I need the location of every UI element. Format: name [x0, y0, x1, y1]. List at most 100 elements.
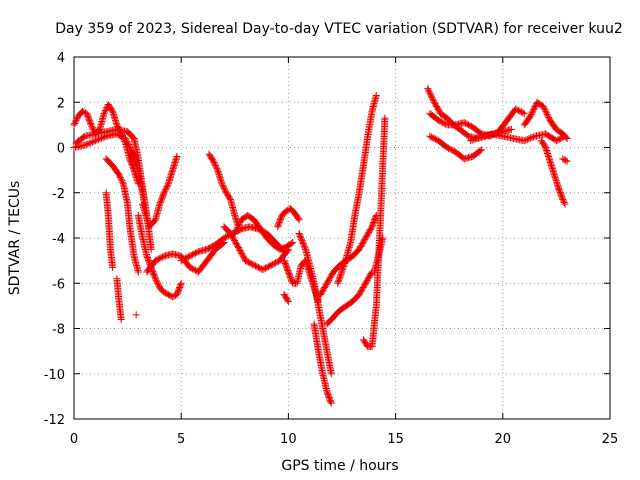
data-point	[98, 134, 106, 142]
data-point	[471, 135, 479, 143]
data-point	[161, 289, 169, 297]
data-point	[91, 137, 99, 145]
data-point	[434, 116, 442, 124]
data-point	[252, 262, 260, 270]
series-track-19	[310, 320, 335, 407]
data-point	[561, 200, 569, 208]
data-point	[219, 183, 227, 191]
data-point	[221, 186, 229, 194]
data-point	[477, 146, 485, 154]
series-track-13	[220, 223, 292, 274]
data-point	[128, 148, 136, 156]
data-point	[101, 107, 109, 115]
data-point	[108, 106, 116, 114]
data-point	[153, 278, 161, 286]
data-point	[101, 133, 109, 141]
data-point	[563, 157, 571, 165]
data-points	[70, 85, 571, 407]
series-track-5	[102, 189, 117, 271]
data-point	[128, 150, 136, 158]
data-point	[234, 242, 242, 250]
y-tick-label: -6	[52, 277, 65, 292]
data-point	[560, 199, 568, 207]
data-point	[147, 245, 155, 253]
y-tick-label: -4	[52, 232, 65, 247]
data-point	[212, 162, 220, 170]
data-point	[562, 156, 570, 164]
data-point	[116, 131, 124, 139]
data-point	[79, 107, 87, 115]
data-point	[531, 103, 539, 111]
data-point	[213, 165, 221, 173]
data-point	[233, 225, 241, 233]
data-point	[118, 177, 126, 185]
data-point	[297, 234, 305, 242]
data-point	[133, 162, 141, 170]
data-point	[253, 263, 261, 271]
data-point	[89, 124, 97, 132]
data-point	[528, 133, 536, 141]
data-point	[119, 133, 127, 141]
data-point	[557, 134, 565, 142]
data-point	[262, 264, 270, 272]
data-point	[237, 248, 245, 256]
data-point	[284, 296, 292, 304]
data-point	[177, 281, 185, 289]
data-point	[512, 105, 520, 113]
data-point	[562, 133, 570, 141]
data-point	[154, 279, 162, 287]
series-track-10	[143, 239, 228, 276]
data-point	[443, 144, 451, 151]
x-axis-label: GPS time / hours	[281, 458, 398, 474]
axis-ticks: 0 5 10 15 20 25 -12 -10 -8 -6 -4 -2 0 2 4	[44, 51, 619, 447]
data-point	[240, 254, 248, 262]
data-point	[289, 239, 297, 247]
data-point	[243, 257, 251, 265]
data-point	[163, 290, 171, 298]
data-point	[299, 240, 307, 248]
data-point	[219, 181, 227, 189]
data-point	[327, 399, 335, 407]
data-point	[87, 119, 95, 127]
data-point	[186, 252, 194, 260]
data-point	[129, 151, 137, 159]
x-tick-label: 10	[280, 432, 297, 447]
series-track-29	[520, 98, 571, 142]
data-point	[100, 110, 108, 118]
data-point	[236, 219, 244, 227]
data-point	[132, 311, 140, 319]
data-point	[552, 137, 560, 145]
series-track-12	[205, 150, 243, 233]
data-point	[429, 134, 437, 142]
data-point	[169, 293, 177, 301]
y-tick-label: -2	[52, 187, 65, 202]
data-point	[425, 88, 433, 96]
data-point	[238, 251, 246, 259]
data-point	[337, 269, 345, 277]
data-point	[164, 181, 172, 189]
series-track-26	[426, 105, 528, 140]
data-point	[439, 119, 447, 127]
data-point	[432, 135, 440, 143]
series-track-7	[132, 311, 140, 319]
y-tick-label: -12	[44, 413, 65, 428]
data-point	[528, 109, 536, 117]
data-point	[428, 94, 436, 102]
data-point	[211, 160, 219, 168]
data-point	[220, 234, 228, 242]
data-point	[101, 108, 109, 116]
data-point	[186, 263, 194, 271]
data-point	[242, 257, 250, 265]
x-tick-label: 20	[495, 432, 512, 447]
data-point	[468, 136, 476, 144]
data-point	[444, 144, 452, 152]
data-point	[249, 260, 257, 268]
data-point	[89, 125, 97, 133]
data-point	[87, 139, 95, 147]
data-point	[466, 122, 474, 130]
data-point	[541, 106, 549, 114]
data-point	[250, 261, 258, 269]
data-point	[559, 196, 567, 204]
data-point	[284, 297, 292, 305]
data-point	[180, 255, 188, 263]
